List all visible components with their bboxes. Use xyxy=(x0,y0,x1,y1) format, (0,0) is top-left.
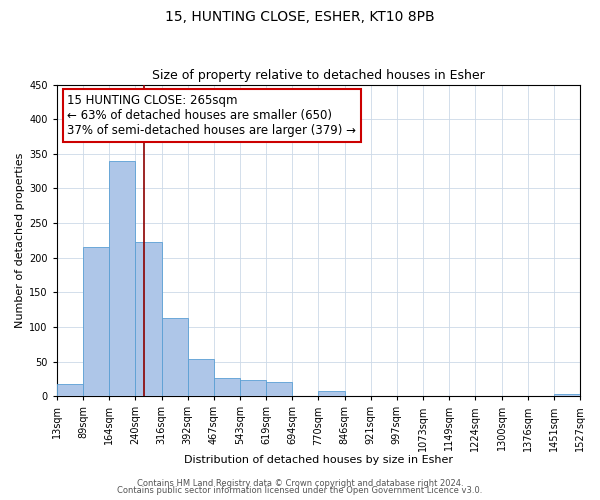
Bar xyxy=(319,390,344,396)
Bar xyxy=(214,378,240,396)
Text: Contains public sector information licensed under the Open Government Licence v3: Contains public sector information licen… xyxy=(118,486,482,495)
Text: 15 HUNTING CLOSE: 265sqm
← 63% of detached houses are smaller (650)
37% of semi-: 15 HUNTING CLOSE: 265sqm ← 63% of detach… xyxy=(67,94,356,137)
Bar xyxy=(135,242,161,396)
Bar xyxy=(83,248,109,396)
Bar xyxy=(161,318,188,396)
Title: Size of property relative to detached houses in Esher: Size of property relative to detached ho… xyxy=(152,69,485,82)
Bar xyxy=(580,394,600,396)
Bar xyxy=(266,382,292,396)
Bar xyxy=(57,384,83,396)
Y-axis label: Number of detached properties: Number of detached properties xyxy=(15,152,25,328)
X-axis label: Distribution of detached houses by size in Esher: Distribution of detached houses by size … xyxy=(184,455,453,465)
Bar xyxy=(188,360,214,396)
Text: Contains HM Land Registry data © Crown copyright and database right 2024.: Contains HM Land Registry data © Crown c… xyxy=(137,478,463,488)
Bar xyxy=(240,380,266,396)
Bar xyxy=(109,160,135,396)
Text: 15, HUNTING CLOSE, ESHER, KT10 8PB: 15, HUNTING CLOSE, ESHER, KT10 8PB xyxy=(165,10,435,24)
Bar xyxy=(554,394,580,396)
